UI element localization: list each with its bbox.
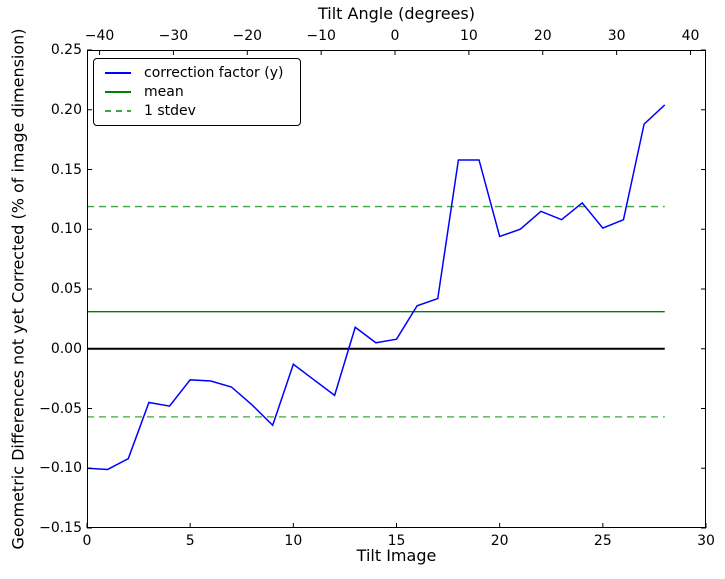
- top-tick-label: −40: [84, 28, 115, 44]
- x-tick-label: 5: [185, 533, 195, 549]
- x-tick-label: 10: [284, 533, 303, 549]
- top-axis-title: Tilt Angle (degrees): [317, 4, 476, 23]
- top-tick-label: 40: [681, 28, 700, 44]
- green-dashed-line-sample-icon: [105, 110, 131, 113]
- y-tick-label: −0.10: [39, 460, 82, 477]
- legend-item-correction-factor: correction factor (y): [105, 63, 296, 82]
- x-axis-label: Tilt Image: [356, 546, 437, 565]
- top-tick-label: −10: [306, 28, 336, 44]
- y-tick-label: −0.15: [39, 520, 82, 536]
- x-tick-label: 0: [82, 533, 92, 549]
- y-tick-label: 0.20: [50, 101, 82, 118]
- top-tick-label: −20: [232, 28, 263, 44]
- plot-canvas: [86, 49, 707, 529]
- legend-item-label: correction factor (y): [144, 64, 284, 81]
- y-tick-label: 0.05: [50, 281, 82, 297]
- y-tick-label: 0.10: [50, 221, 82, 238]
- blue-line-sample-icon: [105, 71, 131, 74]
- x-tick-label: 30: [697, 533, 715, 549]
- top-tick-label: −30: [158, 28, 189, 44]
- y-tick-label: 0.00: [50, 340, 82, 357]
- legend-box: correction factor (y) mean 1 stdev: [93, 58, 301, 126]
- green-line-sample-icon: [105, 90, 131, 93]
- top-tick-label: 10: [459, 28, 478, 44]
- legend-item-mean: mean: [105, 82, 296, 101]
- plot-area: [86, 49, 707, 529]
- x-tick-label: 20: [490, 533, 509, 549]
- y-tick-label: 0.15: [50, 161, 82, 178]
- x-tick-label: 15: [387, 533, 406, 549]
- legend-item-label: 1 stdev: [144, 103, 196, 120]
- axes-spines: [87, 50, 706, 528]
- series-correction-factor-y-: [86, 104, 666, 471]
- legend-item-stdev: 1 stdev: [105, 102, 296, 121]
- y-tick-label: −0.05: [39, 400, 82, 417]
- top-tick-label: 20: [533, 28, 552, 44]
- x-tick-label: 25: [593, 533, 612, 549]
- y-tick-label: 0.25: [50, 42, 82, 58]
- top-tick-label: 30: [607, 28, 626, 44]
- legend-item-label: mean: [144, 83, 184, 100]
- top-tick-label: 0: [390, 28, 400, 44]
